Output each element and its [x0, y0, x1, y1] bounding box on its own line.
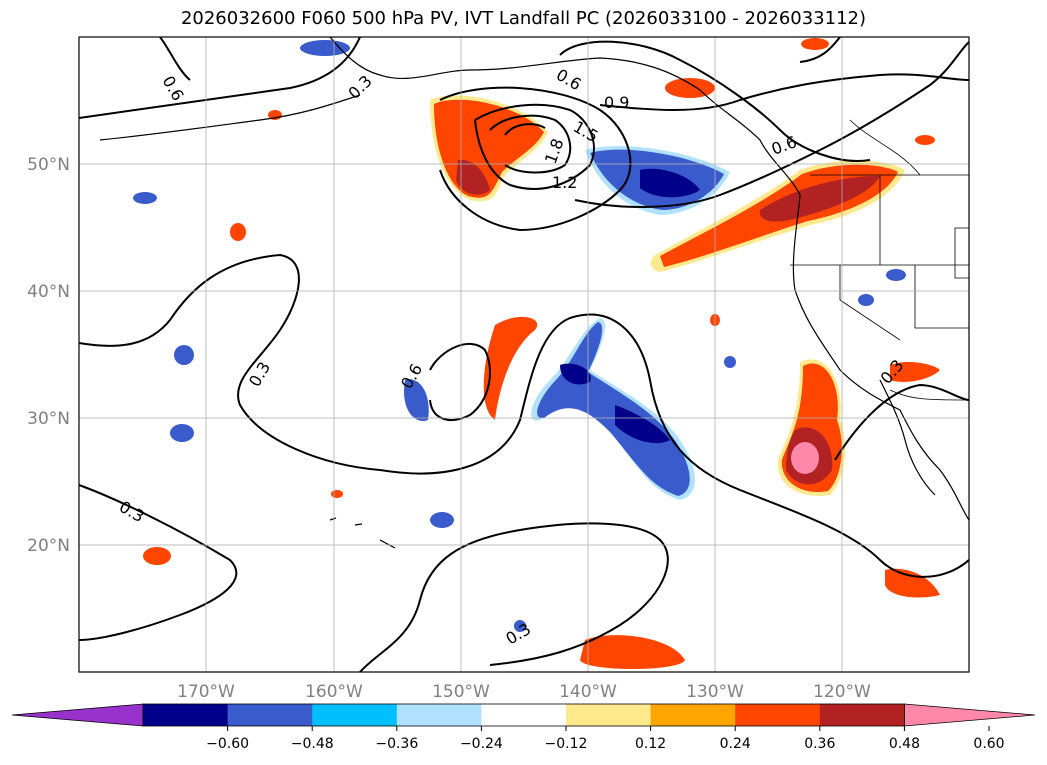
- colorbar-tick-label: −0.12: [545, 736, 588, 752]
- lat-tick-label: 50°N: [27, 155, 70, 175]
- gridlines: [79, 37, 969, 672]
- lat-tick-labels: 20°N 30°N 40°N 50°N: [27, 155, 70, 556]
- lon-tick-label: 140°W: [559, 682, 617, 702]
- lon-tick-label: 130°W: [686, 682, 744, 702]
- lon-tick-label: 120°W: [813, 682, 871, 702]
- baja-coast: [879, 379, 936, 496]
- contour-line: [834, 383, 969, 461]
- colorbar-tick-label: 0.24: [720, 736, 751, 752]
- colorbar-tick-label: −0.24: [460, 736, 503, 752]
- colorbar-extension-high: [904, 703, 1036, 727]
- contour-line: [559, 40, 871, 162]
- colorbar: −0.60 −0.48 −0.36 −0.24 −0.12 0.12 0.24 0.36 0.4…: [11, 703, 1036, 752]
- contour-line: [79, 253, 969, 578]
- colorbar-segment: [819, 704, 905, 726]
- colorbar-tick-label: 0.48: [889, 736, 920, 752]
- coastlines: [99, 37, 969, 549]
- colorbar-tick-label: 0.60: [973, 736, 1004, 752]
- contour-line: [799, 37, 841, 63]
- contour-line: [359, 522, 669, 672]
- colorbar-tick-label: −0.60: [206, 736, 249, 752]
- lon-tick-label: 170°W: [177, 682, 235, 702]
- map-frame: [78, 36, 970, 673]
- hawaii-islands: [329, 517, 396, 549]
- contour-line: [79, 484, 238, 641]
- colorbar-segment: [735, 704, 821, 726]
- contour-label: 1.2: [552, 173, 577, 192]
- lat-tick-label: 20°N: [27, 536, 70, 556]
- north-america-coast: [329, 37, 969, 521]
- colorbar-tick-label: 0.12: [635, 736, 666, 752]
- colorbar-segment: [566, 704, 652, 726]
- colorbar-tick-label: −0.48: [291, 736, 334, 752]
- contour-line: [439, 86, 632, 232]
- contour-label: 0.9: [604, 93, 629, 112]
- contour-line: [79, 37, 361, 119]
- shaded-anomaly-field: [133, 38, 940, 669]
- pv-contours: [79, 37, 969, 672]
- contour-line: [429, 343, 491, 421]
- colorbar-segment: [396, 704, 482, 726]
- contour-line: [504, 123, 546, 136]
- colorbar-tick-label: −0.36: [375, 736, 418, 752]
- colorbar-segment: [650, 704, 736, 726]
- contour-line: [159, 37, 191, 81]
- lon-tick-label: 160°W: [305, 682, 363, 702]
- colorbar-segment: [481, 704, 567, 726]
- colorbar-outline: [142, 703, 905, 727]
- colorbar-extension-low: [11, 703, 144, 727]
- lat-tick-label: 30°N: [27, 409, 70, 429]
- contour-line: [599, 73, 969, 111]
- lon-tick-label: 150°W: [432, 682, 490, 702]
- lat-tick-label: 40°N: [27, 282, 70, 302]
- positive-anomaly-central: [483, 316, 538, 420]
- contour-line: [574, 41, 969, 208]
- colorbar-tick-label: 0.36: [804, 736, 835, 752]
- colorbar-segment: [143, 704, 229, 726]
- colorbar-segment: [312, 704, 398, 726]
- aleutians: [99, 94, 361, 141]
- lon-tick-labels: 170°W 160°W 150°W 140°W 130°W 120°W: [177, 682, 871, 702]
- political-borders: [790, 119, 969, 401]
- contour-line: [489, 114, 572, 174]
- contour-line: [474, 103, 595, 190]
- map-title: 2026032600 F060 500 hPa PV, IVT Landfall…: [180, 8, 867, 29]
- colorbar-segment: [227, 704, 313, 726]
